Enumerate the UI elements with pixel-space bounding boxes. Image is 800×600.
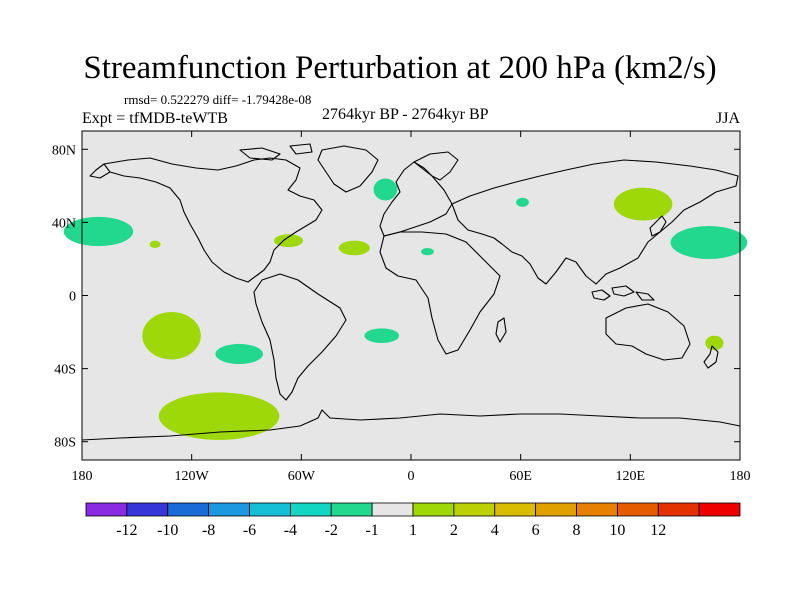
season-label: JJA: [716, 110, 741, 127]
lat-tick-label: 40S: [54, 363, 76, 378]
lat-tick-label: 0: [69, 290, 76, 305]
coast-scandinavia: [413, 151, 459, 181]
colorbar-bin: [126, 502, 169, 517]
experiment-label: Expt = tfMDB-teWTB: [82, 110, 228, 127]
colorbar-bin: [330, 502, 373, 517]
colorbar-label: 1: [409, 522, 417, 539]
colorbar-bin: [167, 502, 210, 517]
anomaly-south-pacific-east: [215, 343, 263, 365]
coast-australia: [605, 303, 691, 361]
anomaly-north-pacific-east: [149, 240, 161, 248]
lat-tick-label: 80S: [54, 436, 76, 451]
anomaly-southern-ocean: [158, 392, 280, 440]
coast-asia: [451, 159, 739, 285]
anomaly-western-atlantic: [273, 234, 304, 248]
colorbar-bin: [208, 502, 250, 517]
anomaly-layer: [63, 178, 748, 440]
colorbar-label: -10: [157, 522, 178, 539]
lon-tick-label: 180: [730, 469, 751, 484]
coast-antarctica: [81, 409, 741, 441]
colorbar-bin: [289, 502, 332, 517]
colorbar-bin: [249, 502, 291, 517]
colorbar-label: -4: [284, 522, 297, 539]
period-label: 2764kyr BP - 2764kyr BP: [322, 106, 489, 123]
coastlines: [81, 143, 741, 441]
colorbar-label: 8: [573, 522, 581, 539]
coast-madagascar: [495, 317, 507, 343]
colorbar-label: -1: [365, 522, 378, 539]
coast-greenland: [317, 145, 379, 193]
colorbar-bin: [453, 502, 496, 517]
lon-tick-label: 0: [408, 469, 415, 484]
colorbar-bin: [535, 502, 577, 517]
colorbar-label: 6: [532, 522, 540, 539]
coast-south-america: [253, 273, 347, 401]
axis-ticks: 80N 40N 0 40S 80S 180 120W 60W 0 60E 120E 180: [52, 131, 751, 484]
coast-japan: [649, 215, 667, 237]
colorbar-bin: [371, 502, 414, 517]
anomaly-north-atlantic-east: [373, 178, 398, 201]
colorbar-label: -12: [116, 522, 137, 539]
anomaly-north-africa: [421, 247, 434, 256]
coast-north-america: [103, 157, 323, 283]
figure-title: Streamfunction Perturbation at 200 hPa (…: [83, 50, 717, 86]
colorbar-bin: [616, 502, 659, 517]
coast-alaska: [89, 163, 111, 179]
anomaly-new-zealand: [705, 335, 724, 351]
colorbar-bin: [698, 502, 741, 517]
colorbar-bin: [85, 502, 128, 517]
lon-tick-label: 180: [72, 469, 93, 484]
coast-europe: [379, 161, 453, 237]
anomaly-siberia: [613, 187, 673, 221]
anomaly-central-atlantic: [338, 240, 370, 256]
colorbar-bin: [412, 502, 455, 517]
colorbar-label: 4: [491, 522, 499, 539]
lon-tick-label: 120W: [175, 469, 210, 484]
colorbar-bin: [657, 502, 700, 517]
anomaly-south-pacific-central: [142, 311, 201, 360]
coast-arctic-islands: [239, 143, 313, 161]
colorbar-label: -2: [325, 522, 338, 539]
colorbar-label: 10: [609, 522, 625, 539]
colorbar-bin: [494, 502, 537, 517]
anomaly-north-atlantic-west: [63, 216, 134, 247]
colorbar-label: -6: [243, 522, 256, 539]
coast-africa: [379, 231, 501, 355]
stats-line: rmsd= 0.522279 diff= -1.79428e-08: [124, 92, 312, 107]
anomaly-north-pacific-west: [670, 226, 748, 259]
colorbar: -12 -10 -8 -6 -4 -2 -1 1 2 4 6 8 10 12: [85, 502, 741, 539]
colorbar-label: 12: [650, 522, 666, 539]
lon-tick-label: 60W: [288, 469, 316, 484]
colorbar-label: 2: [450, 522, 458, 539]
lon-tick-label: 60E: [509, 469, 532, 484]
lat-tick-label: 40N: [52, 216, 76, 231]
lon-tick-label: 120E: [616, 469, 646, 484]
colorbar-bin: [576, 502, 618, 517]
lat-tick-label: 80N: [52, 143, 76, 158]
colorbar-label: -8: [202, 522, 215, 539]
anomaly-south-atlantic: [364, 328, 400, 344]
anomaly-caspian: [516, 197, 529, 207]
map-plot-area: 80N 40N 0 40S 80S 180 120W 60W 0 60E 120E 180: [52, 130, 751, 484]
coast-indonesia: [591, 285, 655, 301]
coast-new-zealand: [703, 345, 719, 369]
